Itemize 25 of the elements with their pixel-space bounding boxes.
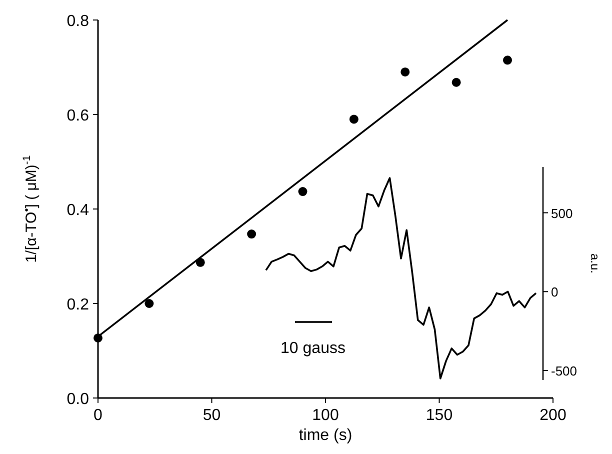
x-tick-label: 0 xyxy=(94,407,103,424)
point xyxy=(247,230,256,239)
point xyxy=(400,67,410,76)
x-tick-label: 200 xyxy=(540,407,566,424)
x-tick-label: 100 xyxy=(312,407,339,424)
point xyxy=(94,333,102,342)
point xyxy=(298,187,308,196)
y-tick-label: -500 xyxy=(551,364,578,379)
point xyxy=(349,114,358,124)
y-tick-label: 0.0 xyxy=(66,391,90,408)
x-tick-label: 50 xyxy=(202,407,221,424)
point xyxy=(503,56,512,65)
x-tick-label: 150 xyxy=(426,407,453,424)
line-series xyxy=(265,177,537,380)
y-tick-label: 0.4 xyxy=(66,202,90,219)
annotation: 10 gauss xyxy=(280,340,346,357)
x-axis-title: time (s) xyxy=(298,427,352,444)
y-tick-label: 0.6 xyxy=(66,108,90,124)
y-axis-title: a.u. xyxy=(588,253,602,274)
y-tick-label: 0.8 xyxy=(66,13,90,30)
y-tick-label: 500 xyxy=(551,206,573,221)
y-tick-label: 0 xyxy=(551,284,558,300)
point xyxy=(452,78,461,87)
y-tick-label: 0.2 xyxy=(66,296,90,314)
point xyxy=(144,299,154,308)
